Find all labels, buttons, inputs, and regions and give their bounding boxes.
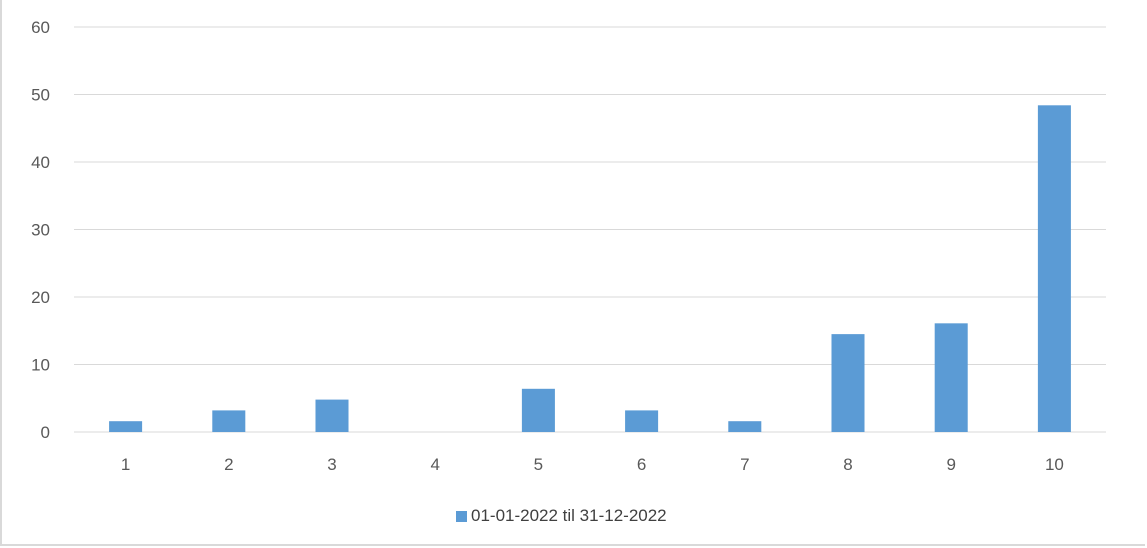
y-tick-label: 50 <box>31 86 50 105</box>
y-tick-label: 30 <box>31 221 50 240</box>
y-tick-label: 0 <box>41 423 50 442</box>
y-axis-ticks: 0 10 20 30 40 50 60 <box>31 18 50 442</box>
x-tick-label: 5 <box>534 455 543 474</box>
bar <box>625 410 659 432</box>
legend: 01-01-2022 til 31-12-2022 <box>456 506 667 526</box>
x-tick-label: 10 <box>1045 455 1064 474</box>
x-tick-label: 7 <box>740 455 749 474</box>
bar <box>212 410 246 432</box>
gridlines <box>74 26 1106 433</box>
x-tick-label: 9 <box>946 455 955 474</box>
bar <box>934 323 968 432</box>
y-tick-label: 20 <box>31 288 50 307</box>
y-tick-label: 40 <box>31 153 50 172</box>
bars <box>109 105 1071 433</box>
y-tick-label: 60 <box>31 18 50 37</box>
x-tick-label: 1 <box>121 455 130 474</box>
bar <box>521 388 555 432</box>
bar <box>315 399 349 432</box>
x-tick-label: 2 <box>224 455 233 474</box>
x-tick-label: 6 <box>637 455 646 474</box>
y-tick-label: 10 <box>31 356 50 375</box>
x-tick-label: 4 <box>430 455 439 474</box>
bar <box>1037 105 1071 433</box>
x-axis-ticks: 1 2 3 4 5 6 7 8 9 10 <box>121 455 1064 474</box>
bar <box>831 334 865 432</box>
bar <box>728 421 762 432</box>
bar <box>109 421 143 432</box>
legend-swatch <box>456 510 467 522</box>
x-tick-label: 8 <box>843 455 852 474</box>
legend-label: 01-01-2022 til 31-12-2022 <box>471 506 667 525</box>
x-tick-label: 3 <box>327 455 336 474</box>
